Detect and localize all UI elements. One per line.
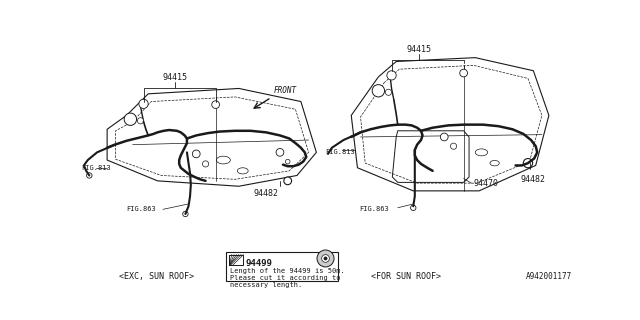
Circle shape xyxy=(524,158,532,168)
Circle shape xyxy=(285,159,290,164)
Text: <EXC, SUN ROOF>: <EXC, SUN ROOF> xyxy=(120,272,195,281)
Text: FIG.813: FIG.813 xyxy=(325,149,355,156)
Circle shape xyxy=(276,148,284,156)
Circle shape xyxy=(124,113,136,125)
Circle shape xyxy=(372,84,385,97)
Circle shape xyxy=(86,173,92,178)
Circle shape xyxy=(138,118,143,124)
Circle shape xyxy=(385,89,392,95)
Text: 94415: 94415 xyxy=(407,45,432,54)
Circle shape xyxy=(182,211,188,217)
Circle shape xyxy=(410,205,416,211)
Circle shape xyxy=(317,250,334,267)
Circle shape xyxy=(139,99,148,108)
Text: FIG.813: FIG.813 xyxy=(81,165,111,171)
Text: 94470: 94470 xyxy=(474,179,499,188)
Circle shape xyxy=(324,257,327,260)
Text: A942001177: A942001177 xyxy=(526,272,572,281)
Text: Please cut it according to: Please cut it according to xyxy=(230,276,340,281)
Text: FIG.863: FIG.863 xyxy=(127,206,156,212)
Text: FIG.863: FIG.863 xyxy=(359,206,388,212)
Circle shape xyxy=(212,101,220,108)
Text: <FOR SUN ROOF>: <FOR SUN ROOF> xyxy=(371,272,442,281)
Text: 94415: 94415 xyxy=(162,73,187,82)
Bar xyxy=(229,255,243,265)
Text: FRONT: FRONT xyxy=(274,86,297,95)
Circle shape xyxy=(193,150,200,158)
Circle shape xyxy=(284,177,292,185)
Circle shape xyxy=(440,133,448,141)
Text: 94482: 94482 xyxy=(520,175,545,184)
Text: Length of the 94499 is 50m.: Length of the 94499 is 50m. xyxy=(230,268,345,275)
Circle shape xyxy=(460,69,467,77)
Text: necessary length.: necessary length. xyxy=(230,282,303,288)
Text: 94482: 94482 xyxy=(253,188,278,197)
Circle shape xyxy=(387,71,396,80)
Bar xyxy=(227,252,338,281)
Circle shape xyxy=(451,143,457,149)
Circle shape xyxy=(322,255,330,262)
Circle shape xyxy=(202,161,209,167)
Text: 94499: 94499 xyxy=(246,259,273,268)
